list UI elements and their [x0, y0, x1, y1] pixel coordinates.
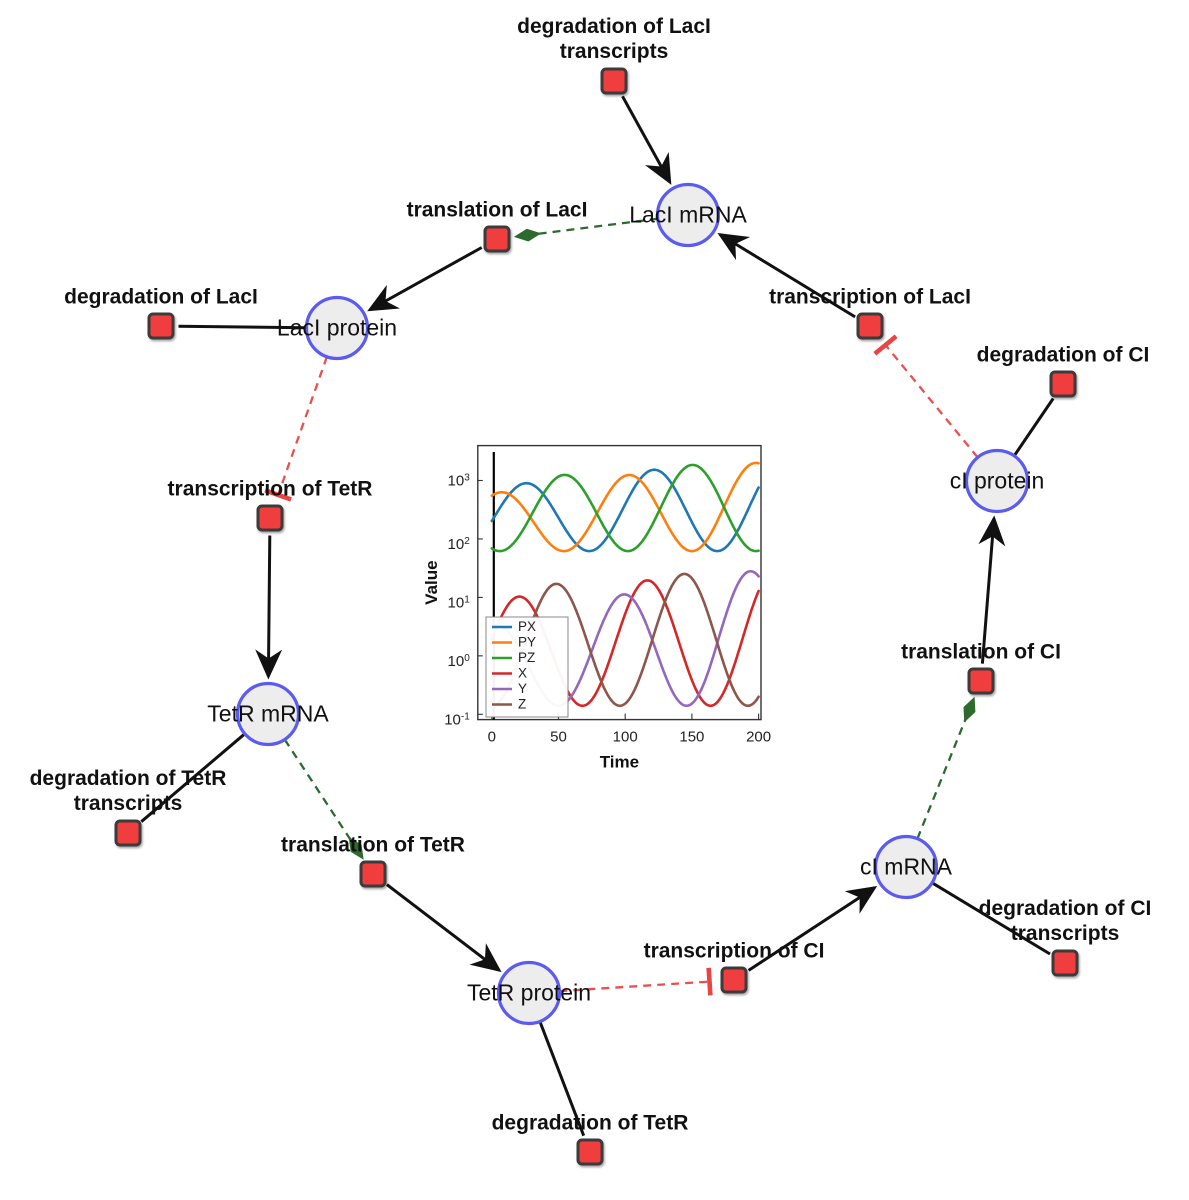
svg-text:103: 103: [448, 473, 471, 490]
svg-text:Y: Y: [518, 681, 527, 696]
svg-text:PZ: PZ: [518, 650, 535, 665]
svg-text:0: 0: [488, 729, 496, 746]
svg-text:102: 102: [448, 536, 471, 553]
svg-text:PY: PY: [518, 635, 536, 650]
svg-text:50: 50: [550, 729, 567, 746]
svg-text:X: X: [518, 666, 527, 681]
svg-text:101: 101: [448, 594, 471, 611]
svg-text:Time: Time: [600, 753, 639, 772]
svg-text:PX: PX: [518, 619, 536, 634]
svg-text:200: 200: [746, 729, 771, 746]
svg-text:Z: Z: [518, 697, 526, 712]
svg-text:150: 150: [679, 729, 704, 746]
svg-text:100: 100: [448, 653, 471, 670]
svg-text:100: 100: [613, 729, 638, 746]
svg-text:10-1: 10-1: [444, 711, 470, 728]
svg-text:Value: Value: [422, 560, 441, 604]
